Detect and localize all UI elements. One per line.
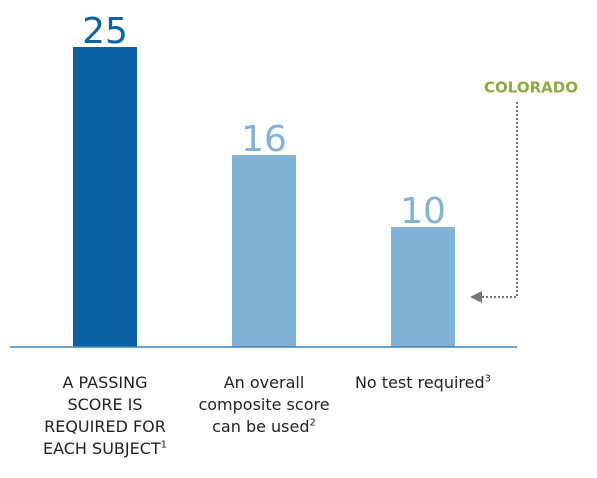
footnote-mark: 3: [484, 373, 492, 385]
category-text: No test required: [354, 373, 485, 392]
category-text: An overall composite score can be used: [198, 373, 330, 436]
bar: [73, 47, 137, 347]
x-tick-label: A PASSING SCORE IS REQUIRED FOR EACH SUB…: [35, 372, 175, 460]
bar: [391, 227, 455, 347]
annotation-arrow: [482, 102, 518, 298]
category-text: A PASSING SCORE IS REQUIRED FOR EACH SUB…: [42, 373, 166, 458]
value-label: 25: [82, 11, 128, 52]
value-label: 10: [400, 191, 446, 232]
footnote-mark: 1: [160, 439, 168, 451]
x-tick-label: No test required3: [353, 372, 493, 394]
value-label: 16: [241, 119, 287, 160]
annotation: COLORADO: [484, 79, 578, 97]
x-tick-label: An overall composite score can be used2: [194, 372, 334, 438]
footnote-mark: 2: [309, 417, 316, 429]
arrow-head: [470, 291, 482, 303]
bar: [232, 155, 296, 347]
